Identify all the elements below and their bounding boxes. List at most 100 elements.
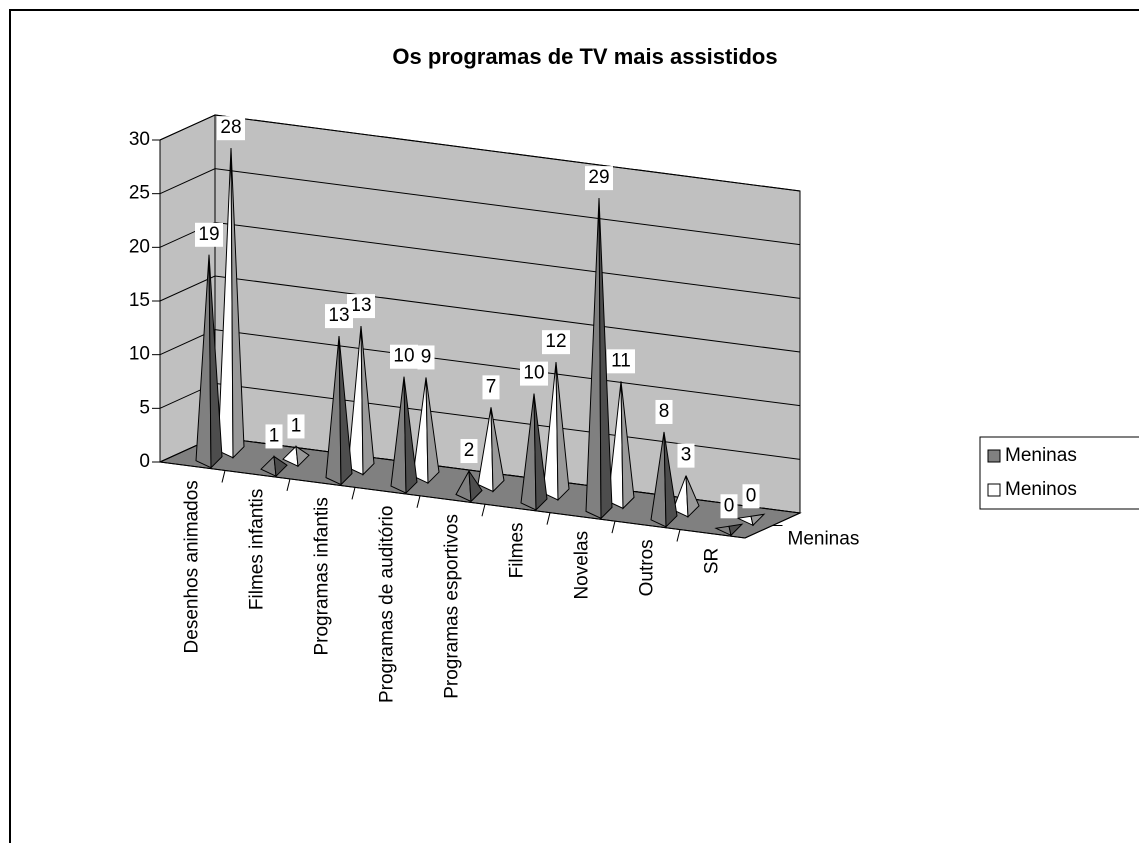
- pyramid: [282, 445, 310, 468]
- value-label-bg: [520, 361, 548, 386]
- x-tick: [611, 520, 616, 534]
- pyramid: [650, 431, 678, 529]
- value-label: 3: [681, 445, 692, 466]
- x-tick-label: Novelas: [572, 531, 593, 600]
- pyramid: [714, 523, 744, 537]
- pyramid: [260, 455, 288, 478]
- pyramid-face: [620, 381, 635, 510]
- pyramid-face: [230, 148, 245, 459]
- y-tick-label: 20: [129, 236, 150, 257]
- value-label: 9: [421, 346, 432, 367]
- value-label-bg: [287, 414, 305, 439]
- x-axis: [159, 461, 746, 539]
- pyramid-face: [468, 469, 483, 503]
- pyramid-face: [685, 475, 700, 518]
- pyramid: [347, 326, 375, 476]
- value-label: 10: [393, 346, 414, 367]
- x-tick: [221, 470, 226, 483]
- x-tick-label: Filmes infantis: [247, 489, 268, 610]
- grid-line: [159, 168, 801, 246]
- value-label: 1: [269, 425, 280, 446]
- legend-swatch: [987, 483, 1001, 497]
- grid-line: [159, 275, 801, 353]
- pyramid-face: [208, 254, 223, 469]
- x-tick-label: Filmes: [507, 522, 528, 578]
- pyramid: [325, 336, 353, 486]
- y-tick-label: 15: [129, 290, 150, 311]
- pyramid: [412, 377, 440, 485]
- x-tick: [481, 504, 486, 517]
- pyramid-face: [425, 377, 440, 485]
- value-label-bg: [390, 344, 418, 369]
- pyramid: [736, 513, 766, 527]
- value-label: 1: [291, 415, 302, 436]
- pyramid: [585, 198, 613, 520]
- pyramid-face: [295, 445, 310, 468]
- pyramid: [477, 407, 505, 493]
- pyramid-face: [490, 407, 505, 493]
- y-tick-label: 30: [129, 129, 150, 150]
- pyramid-face: [360, 326, 375, 476]
- pyramid-face: [663, 431, 678, 529]
- value-label: 13: [350, 295, 371, 316]
- y-tick-label: 25: [129, 183, 150, 204]
- x-tick: [546, 512, 551, 525]
- value-label: 28: [220, 117, 241, 138]
- value-label: 2: [464, 440, 475, 461]
- pyramid-face: [598, 198, 613, 520]
- pyramid-face: [728, 523, 744, 537]
- x-tick-label: SR: [702, 548, 723, 574]
- pyramid-face: [273, 455, 288, 478]
- value-label-bg: [325, 304, 353, 329]
- value-label: 0: [746, 485, 757, 506]
- pyramid: [455, 469, 483, 503]
- x-tick: [416, 495, 421, 508]
- pyramid-face: [533, 393, 548, 512]
- x-tick-label: Programas esportivos: [442, 514, 463, 699]
- x-tick-label: Desenhos animados: [182, 480, 203, 653]
- value-label-bg: [460, 439, 478, 464]
- pyramid-face: [403, 376, 418, 495]
- x-tick: [286, 478, 291, 492]
- value-label-bg: [265, 424, 283, 449]
- chart-title: Os programas de TV mais assistidos: [392, 44, 777, 69]
- value-label-bg: [417, 345, 435, 370]
- value-label: 10: [523, 363, 544, 384]
- value-label: 12: [545, 331, 566, 352]
- grid-line: [159, 221, 801, 299]
- pyramid: [217, 148, 245, 459]
- x-tick-label: Programas de auditório: [377, 506, 398, 704]
- x-tick: [351, 487, 356, 500]
- value-label-bg: [720, 494, 738, 519]
- depth-label: Meninas: [788, 529, 860, 550]
- value-label-bg: [655, 399, 673, 424]
- value-label: 8: [659, 401, 670, 422]
- value-label-bg: [482, 375, 500, 400]
- legend-box: [979, 436, 1139, 510]
- x-tick-label: Outros: [637, 539, 658, 596]
- pyramid: [542, 362, 570, 502]
- value-label-bg: [585, 166, 613, 191]
- pyramid: [607, 381, 635, 510]
- value-label-bg: [217, 116, 245, 141]
- pyramid: [195, 254, 223, 469]
- value-label-bg: [607, 349, 635, 374]
- y-tick-label: 10: [129, 344, 150, 365]
- value-label: 29: [588, 167, 609, 188]
- value-label-bg: [677, 443, 695, 468]
- pyramid-face: [750, 513, 766, 527]
- value-label-bg: [742, 484, 760, 509]
- value-label-bg: [195, 222, 223, 247]
- pyramid: [672, 475, 700, 518]
- value-label: 7: [486, 376, 497, 397]
- grid-line: [159, 114, 801, 192]
- y-tick-label: 0: [139, 451, 150, 472]
- pyramid: [520, 393, 548, 512]
- value-label: 11: [611, 350, 631, 371]
- pyramid-face: [338, 336, 353, 486]
- y-tick-label: 5: [139, 397, 150, 418]
- value-label: 0: [724, 495, 735, 516]
- pyramid: [390, 376, 418, 495]
